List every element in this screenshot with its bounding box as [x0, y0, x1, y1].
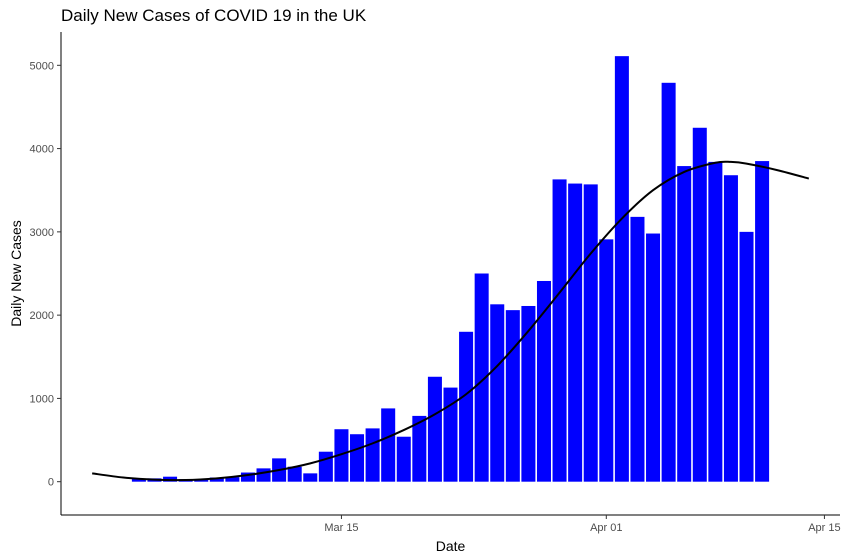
- y-tick-label: 2000: [30, 310, 54, 322]
- bar: [536, 280, 551, 482]
- bar: [677, 166, 692, 482]
- bar: [365, 428, 380, 482]
- y-tick-label: 5000: [30, 60, 54, 72]
- bar: [381, 408, 396, 482]
- bar: [443, 387, 458, 482]
- bar: [427, 376, 442, 482]
- bar: [334, 429, 349, 482]
- y-tick-label: 0: [48, 477, 54, 489]
- bar: [505, 310, 520, 482]
- bar: [583, 184, 598, 482]
- bar: [287, 466, 302, 482]
- x-axis-ticks: Mar 15 Apr 01 Apr 15: [324, 515, 841, 534]
- bar: [318, 451, 333, 482]
- trend-line: [92, 160, 810, 482]
- bar: [552, 179, 567, 482]
- bar: [692, 127, 707, 482]
- bar: [240, 472, 255, 482]
- bar: [646, 233, 661, 482]
- bar: [303, 473, 318, 482]
- bar: [739, 231, 754, 482]
- bar: [131, 478, 146, 482]
- bar: [396, 436, 411, 482]
- y-tick-label: 4000: [30, 144, 54, 156]
- y-axis-ticks: 0 1000 2000 3000 4000 5000: [30, 60, 61, 489]
- bar: [459, 331, 474, 482]
- bar: [708, 161, 723, 482]
- bar: [723, 175, 738, 482]
- bar: [474, 273, 489, 482]
- x-tick-label: Apr 15: [808, 522, 840, 534]
- y-axis-title: Daily New Cases: [8, 220, 24, 327]
- bar: [209, 477, 224, 482]
- bar: [256, 468, 271, 482]
- y-tick-label: 3000: [30, 227, 54, 239]
- bar: [599, 239, 614, 482]
- x-tick-label: Mar 15: [324, 522, 358, 534]
- bar: [630, 216, 645, 482]
- bar-series: [131, 56, 770, 482]
- bar: [225, 477, 240, 482]
- bar: [350, 434, 365, 482]
- bar: [755, 161, 770, 482]
- bar: [490, 304, 505, 482]
- bar: [614, 56, 629, 482]
- chart-title: Daily New Cases of COVID 19 in the UK: [61, 6, 367, 25]
- bar: [521, 305, 536, 482]
- y-tick-label: 1000: [30, 393, 54, 405]
- bar: [661, 82, 676, 482]
- bar: [194, 479, 209, 482]
- bar: [568, 183, 583, 482]
- x-tick-label: Apr 01: [590, 522, 622, 534]
- x-axis-title: Date: [436, 538, 466, 554]
- bar: [412, 415, 427, 482]
